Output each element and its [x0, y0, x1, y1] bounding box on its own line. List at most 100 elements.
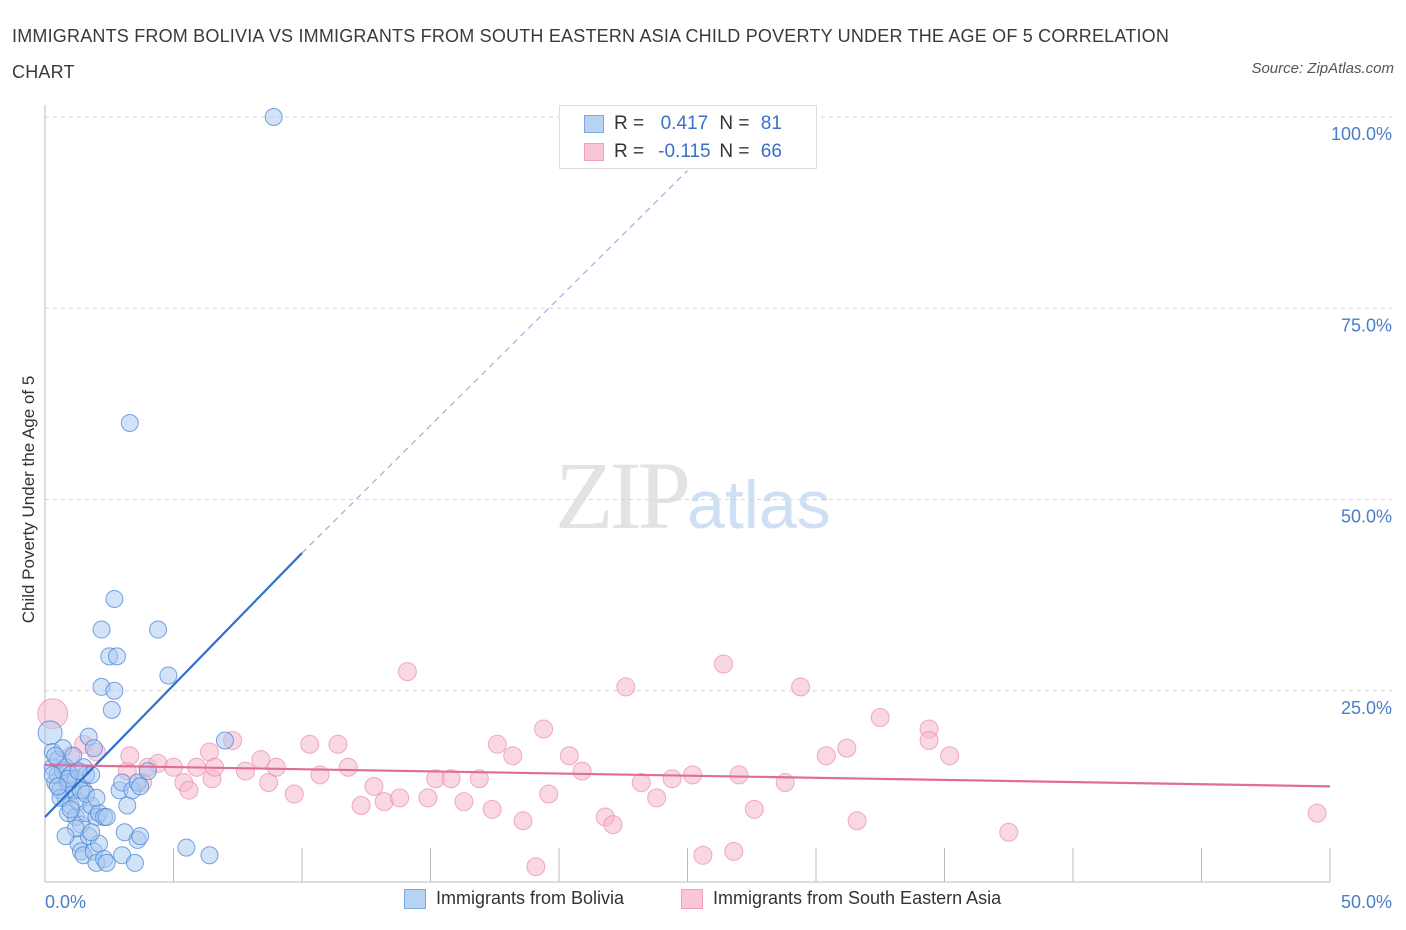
sea-point-61: [847, 811, 867, 831]
sea-point-47: [616, 677, 636, 697]
x-tick-label-1: 50.0%: [1341, 892, 1392, 912]
sea-point-17: [235, 761, 255, 781]
chart-title: IMMIGRANTS FROM BOLIVIA VS IMMIGRANTS FR…: [12, 26, 1170, 82]
sea-n-value: 66: [760, 141, 782, 162]
bottom-bolivia-label: Immigrants from Bolivia: [436, 888, 625, 908]
bolivia-point-65: [215, 731, 234, 750]
sea-point-64: [919, 730, 939, 750]
sea-r-label: R =: [614, 141, 645, 162]
sea-point-48: [631, 773, 651, 793]
sea-point-26: [351, 796, 371, 815]
sea-point-36: [482, 799, 502, 819]
bolivia-point-76: [82, 823, 101, 842]
watermark-atlas: atlas: [687, 467, 831, 543]
bottom-sea-swatch: [681, 888, 703, 909]
sea-point-21: [284, 784, 304, 804]
sea-point-20: [266, 757, 286, 777]
sea-point-44: [572, 761, 592, 781]
bolivia-point-44: [102, 700, 121, 719]
sea-point-5: [120, 746, 140, 766]
bolivia-point-55: [125, 853, 144, 872]
sea-point-67: [1307, 803, 1327, 823]
bolivia-trend-extension: [301, 170, 688, 554]
sea-point-58: [791, 677, 811, 697]
sea-point-11: [179, 780, 199, 800]
series-bolivia-points: [37, 108, 283, 872]
bolivia-point-73: [92, 620, 111, 639]
y-axis-title: Child Poverty Under the Age of 5: [19, 376, 38, 624]
sea-point-60: [837, 738, 857, 758]
y-tick-label-2: 50.0%: [1341, 507, 1392, 527]
bolivia-point-80: [56, 827, 75, 846]
bolivia-point-69: [61, 800, 80, 819]
sea-point-62: [870, 708, 890, 728]
sea-point-29: [390, 788, 410, 808]
bolivia-point-33: [84, 739, 103, 758]
sea-point-38: [503, 746, 523, 766]
sea-point-37: [487, 734, 507, 754]
bolivia-point-62: [159, 666, 178, 685]
sea-n-label: N =: [719, 141, 750, 162]
bolivia-point-60: [138, 762, 157, 781]
sea-point-52: [693, 845, 713, 865]
bolivia-point-67: [46, 746, 65, 765]
sea-swatch: [584, 143, 604, 161]
bottom-sea-label: Immigrants from South Eastern Asia: [713, 888, 1002, 908]
sea-point-40: [526, 857, 546, 877]
bolivia-swatch: [584, 115, 604, 133]
bolivia-point-52: [118, 796, 137, 815]
bolivia-point-46: [105, 589, 124, 608]
sea-point-30: [397, 662, 417, 682]
sea-point-22: [300, 734, 320, 754]
x-tick-label-0: 0.0%: [45, 892, 86, 912]
y-tick-label-3: 25.0%: [1341, 698, 1392, 718]
bottom-legend-sea: Immigrants from South Eastern Asia: [681, 888, 1001, 909]
bolivia-point-59: [131, 827, 150, 846]
sea-point-43: [559, 746, 579, 766]
sea-point-35: [469, 769, 489, 789]
y-tick-label-0: 100.0%: [1331, 124, 1392, 144]
sea-point-42: [539, 784, 559, 804]
bottom-bolivia-swatch: [404, 888, 426, 909]
sea-point-25: [338, 757, 358, 777]
bolivia-point-42: [97, 853, 116, 872]
legend-row-bolivia: R = 0.417 N = 81: [584, 112, 782, 136]
sea-point-56: [744, 799, 764, 819]
sea-point-66: [999, 822, 1019, 842]
sea-point-24: [328, 734, 348, 754]
bolivia-n-label: N =: [719, 113, 750, 134]
zipatlas-watermark: ZIPatlas: [555, 440, 831, 551]
watermark-zip: ZIP: [555, 442, 691, 549]
sea-point-54: [724, 841, 744, 861]
sea-point-49: [647, 788, 667, 808]
bolivia-point-66: [264, 108, 283, 126]
sea-point-19: [259, 773, 279, 793]
sea-point-41: [534, 719, 554, 739]
sea-point-55: [729, 765, 749, 785]
bolivia-point-64: [200, 846, 219, 865]
source-label: Source: ZipAtlas.com: [1251, 60, 1394, 77]
bolivia-point-61: [149, 620, 168, 639]
sea-point-50: [662, 769, 682, 789]
sea-point-27: [364, 776, 384, 796]
sea-point-31: [418, 788, 438, 808]
series-sea-points: [37, 654, 1327, 877]
bolivia-point-41: [97, 807, 116, 826]
correlation-legend: R = 0.417 N = 81 R = -0.115 N = 66: [559, 105, 817, 169]
bolivia-point-47: [107, 647, 126, 666]
tick-labels: 100.0% 75.0% 50.0% 25.0% 0.0% 50.0% Child Pove…: [19, 124, 1392, 912]
trend-lines: [44, 170, 1331, 818]
sea-point-53: [713, 654, 733, 674]
bolivia-point-78: [69, 762, 88, 781]
bottom-legend-bolivia: Immigrants from Bolivia: [404, 888, 624, 909]
axes: [44, 105, 1331, 883]
bolivia-point-79: [87, 788, 106, 807]
sea-point-39: [513, 811, 533, 831]
sea-point-46: [603, 815, 623, 835]
bolivia-point-63: [177, 838, 196, 857]
bolivia-point-58: [131, 777, 150, 796]
grid-lines: [45, 116, 1392, 692]
sea-trend-line: [44, 763, 1331, 788]
bolivia-r-value: 0.417: [660, 113, 709, 134]
